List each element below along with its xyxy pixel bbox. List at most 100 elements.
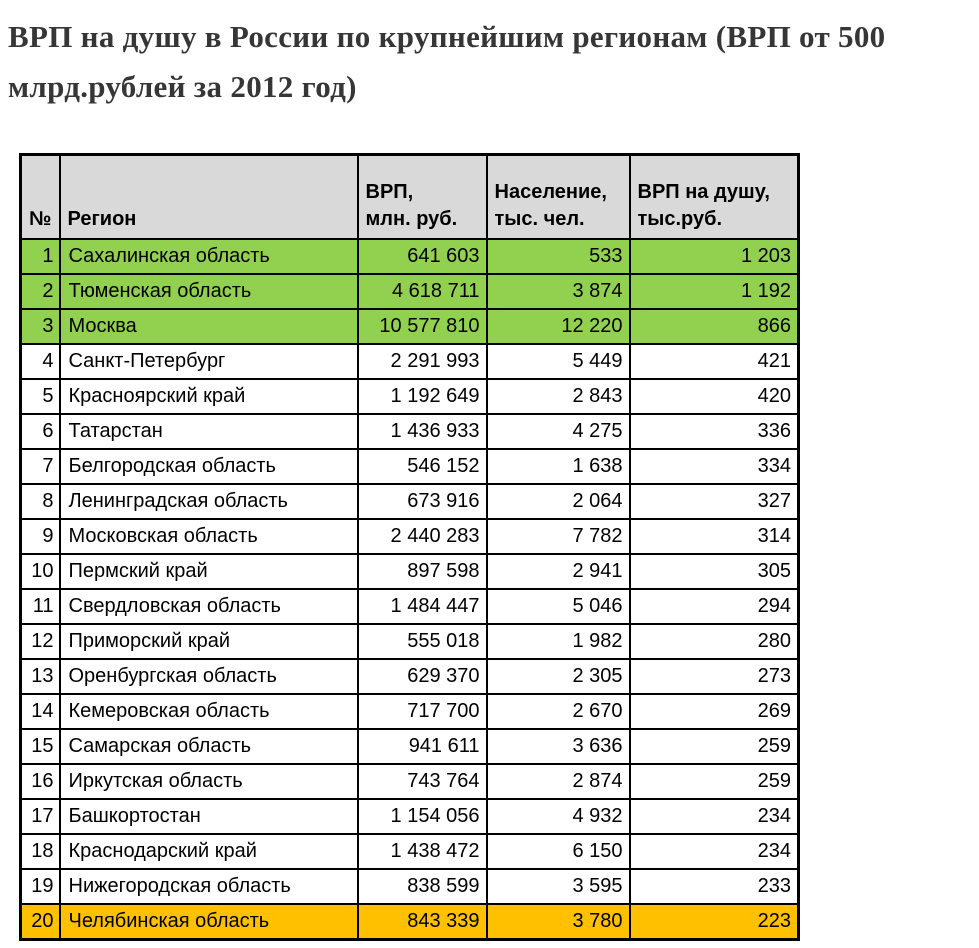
cell-region: Приморский край [58, 623, 359, 660]
cell-grp: 1 438 472 [356, 833, 488, 870]
cell-per-capita: 314 [628, 518, 800, 555]
table-header: № Регион ВРП, млн. руб. Население, тыс. … [19, 153, 800, 240]
cell-per-capita: 420 [628, 378, 800, 415]
table-row: 11 Свердловская область 1 484 447 5 046 294 [19, 588, 800, 625]
cell-number: 18 [19, 833, 61, 870]
cell-grp: 1 192 649 [356, 378, 488, 415]
table-row: 8 Ленинградская область 673 916 2 064 327 [19, 483, 800, 520]
cell-grp: 546 152 [356, 448, 488, 485]
cell-population: 1 638 [485, 448, 631, 485]
table-row: 4 Санкт-Петербург 2 291 993 5 449 421 [19, 343, 800, 380]
cell-grp: 838 599 [356, 868, 488, 905]
cell-per-capita: 334 [628, 448, 800, 485]
table-row: 2 Тюменская область 4 618 711 3 874 1 192 [19, 273, 800, 310]
cell-region: Оренбургская область [58, 658, 359, 695]
cell-number: 13 [19, 658, 61, 695]
cell-number: 14 [19, 693, 61, 730]
cell-number: 4 [19, 343, 61, 380]
cell-population: 7 782 [485, 518, 631, 555]
cell-region: Челябинская область [58, 903, 359, 941]
table-row: 1 Сахалинская область 641 603 533 1 203 [19, 238, 800, 275]
cell-number: 5 [19, 378, 61, 415]
cell-number: 10 [19, 553, 61, 590]
cell-region: Москва [58, 308, 359, 345]
cell-population: 3 874 [485, 273, 631, 310]
cell-per-capita: 336 [628, 413, 800, 450]
cell-per-capita: 223 [628, 903, 800, 941]
cell-population: 2 843 [485, 378, 631, 415]
cell-number: 8 [19, 483, 61, 520]
cell-region: Башкортостан [58, 798, 359, 835]
cell-population: 5 449 [485, 343, 631, 380]
cell-population: 1 982 [485, 623, 631, 660]
cell-region: Нижегородская область [58, 868, 359, 905]
col-header-region: Регион [58, 153, 359, 240]
cell-number: 17 [19, 798, 61, 835]
cell-per-capita: 280 [628, 623, 800, 660]
cell-population: 3 636 [485, 728, 631, 765]
col-header-number: № [19, 153, 61, 240]
table-body: 1 Сахалинская область 641 603 533 1 203 2 Тюме… [19, 238, 800, 941]
cell-per-capita: 259 [628, 763, 800, 800]
cell-grp: 629 370 [356, 658, 488, 695]
cell-grp: 941 611 [356, 728, 488, 765]
cell-number: 16 [19, 763, 61, 800]
cell-per-capita: 259 [628, 728, 800, 765]
cell-region: Красноярский край [58, 378, 359, 415]
cell-region: Самарская область [58, 728, 359, 765]
cell-number: 15 [19, 728, 61, 765]
cell-region: Краснодарский край [58, 833, 359, 870]
cell-population: 5 046 [485, 588, 631, 625]
cell-number: 7 [19, 448, 61, 485]
cell-number: 20 [19, 903, 61, 941]
table-row: 15 Самарская область 941 611 3 636 259 [19, 728, 800, 765]
cell-grp: 897 598 [356, 553, 488, 590]
cell-region: Санкт-Петербург [58, 343, 359, 380]
table-row: 20 Челябинская область 843 339 3 780 223 [19, 903, 800, 941]
cell-region: Кемеровская область [58, 693, 359, 730]
cell-number: 2 [19, 273, 61, 310]
cell-grp: 843 339 [356, 903, 488, 941]
header-row: № Регион ВРП, млн. руб. Население, тыс. … [19, 153, 800, 240]
cell-per-capita: 1 203 [628, 238, 800, 275]
cell-population: 4 275 [485, 413, 631, 450]
cell-region: Иркутская область [58, 763, 359, 800]
table-row: 14 Кемеровская область 717 700 2 670 269 [19, 693, 800, 730]
cell-grp: 555 018 [356, 623, 488, 660]
cell-number: 11 [19, 588, 61, 625]
cell-population: 2 064 [485, 483, 631, 520]
cell-per-capita: 273 [628, 658, 800, 695]
cell-number: 1 [19, 238, 61, 275]
table-row: 6 Татарстан 1 436 933 4 275 336 [19, 413, 800, 450]
table-row: 13 Оренбургская область 629 370 2 305 273 [19, 658, 800, 695]
cell-population: 6 150 [485, 833, 631, 870]
cell-grp: 641 603 [356, 238, 488, 275]
cell-grp: 1 436 933 [356, 413, 488, 450]
cell-per-capita: 305 [628, 553, 800, 590]
cell-population: 2 941 [485, 553, 631, 590]
table-row: 17 Башкортостан 1 154 056 4 932 234 [19, 798, 800, 835]
cell-per-capita: 233 [628, 868, 800, 905]
cell-grp: 2 440 283 [356, 518, 488, 555]
cell-number: 12 [19, 623, 61, 660]
cell-grp: 743 764 [356, 763, 488, 800]
cell-population: 533 [485, 238, 631, 275]
cell-population: 4 932 [485, 798, 631, 835]
cell-region: Татарстан [58, 413, 359, 450]
cell-population: 2 874 [485, 763, 631, 800]
cell-number: 6 [19, 413, 61, 450]
table-row: 16 Иркутская область 743 764 2 874 259 [19, 763, 800, 800]
table-row: 19 Нижегородская область 838 599 3 595 233 [19, 868, 800, 905]
cell-population: 3 780 [485, 903, 631, 941]
table-row: 10 Пермский край 897 598 2 941 305 [19, 553, 800, 590]
cell-region: Белгородская область [58, 448, 359, 485]
table-row: 12 Приморский край 555 018 1 982 280 [19, 623, 800, 660]
table-row: 7 Белгородская область 546 152 1 638 334 [19, 448, 800, 485]
cell-region: Свердловская область [58, 588, 359, 625]
cell-per-capita: 269 [628, 693, 800, 730]
cell-grp: 717 700 [356, 693, 488, 730]
cell-region: Сахалинская область [58, 238, 359, 275]
cell-grp: 1 154 056 [356, 798, 488, 835]
cell-per-capita: 234 [628, 798, 800, 835]
cell-per-capita: 1 192 [628, 273, 800, 310]
